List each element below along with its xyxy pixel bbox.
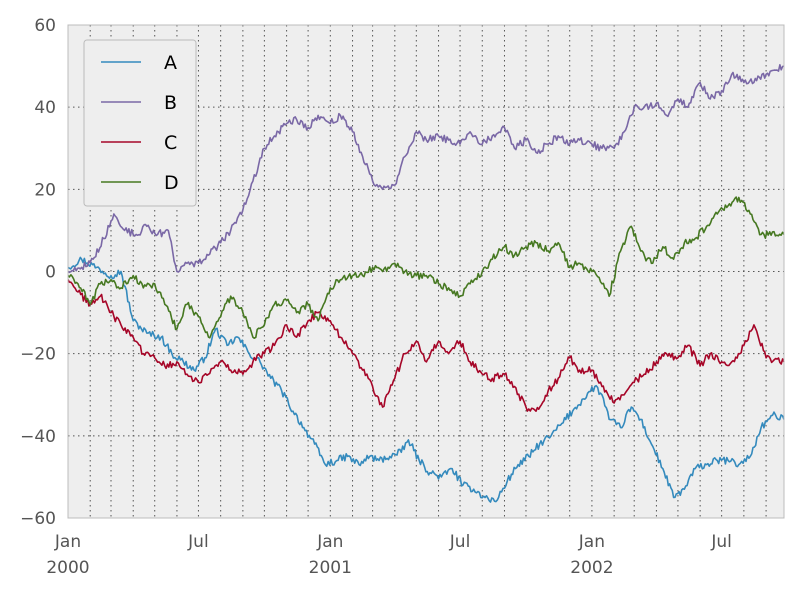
series-line-a <box>67 256 785 503</box>
y-tick-label: 20 <box>34 180 56 200</box>
series-lines <box>67 64 785 503</box>
legend-box <box>83 39 197 207</box>
x-tick-label: Jul <box>187 532 209 552</box>
x-tick-label: Jan <box>316 532 343 552</box>
x-tick-year-label: 2002 <box>570 558 613 578</box>
x-tick-label: Jan <box>578 532 605 552</box>
x-axis-ticks: Jan 2000 Jul Jan 2001 Jul Jan 2002 Jul <box>46 532 732 578</box>
x-tick-year-label: 2001 <box>309 558 352 578</box>
y-tick-label: 0 <box>45 263 56 283</box>
x-tick-year-label: 2000 <box>46 558 89 578</box>
legend-label-c: C <box>164 132 177 154</box>
y-tick-label: 40 <box>34 98 56 118</box>
series-line-d <box>67 196 785 340</box>
series-line-b <box>67 64 785 274</box>
y-tick-label: 60 <box>34 16 56 36</box>
x-tick-label: Jul <box>449 532 471 552</box>
x-tick-label: Jul <box>710 532 732 552</box>
legend-label-a: A <box>164 52 177 74</box>
series-line-c <box>67 279 785 413</box>
x-tick-label: Jan <box>54 532 81 552</box>
plot-frame <box>67 24 785 519</box>
y-tick-label: −40 <box>20 427 56 447</box>
y-tick-label: −20 <box>20 345 56 365</box>
legend-label-b: B <box>164 92 177 114</box>
y-tick-label: −60 <box>20 509 56 529</box>
legend-label-d: D <box>164 172 179 194</box>
y-axis-ticks: −60 −40 −20 0 20 40 60 <box>20 16 56 529</box>
